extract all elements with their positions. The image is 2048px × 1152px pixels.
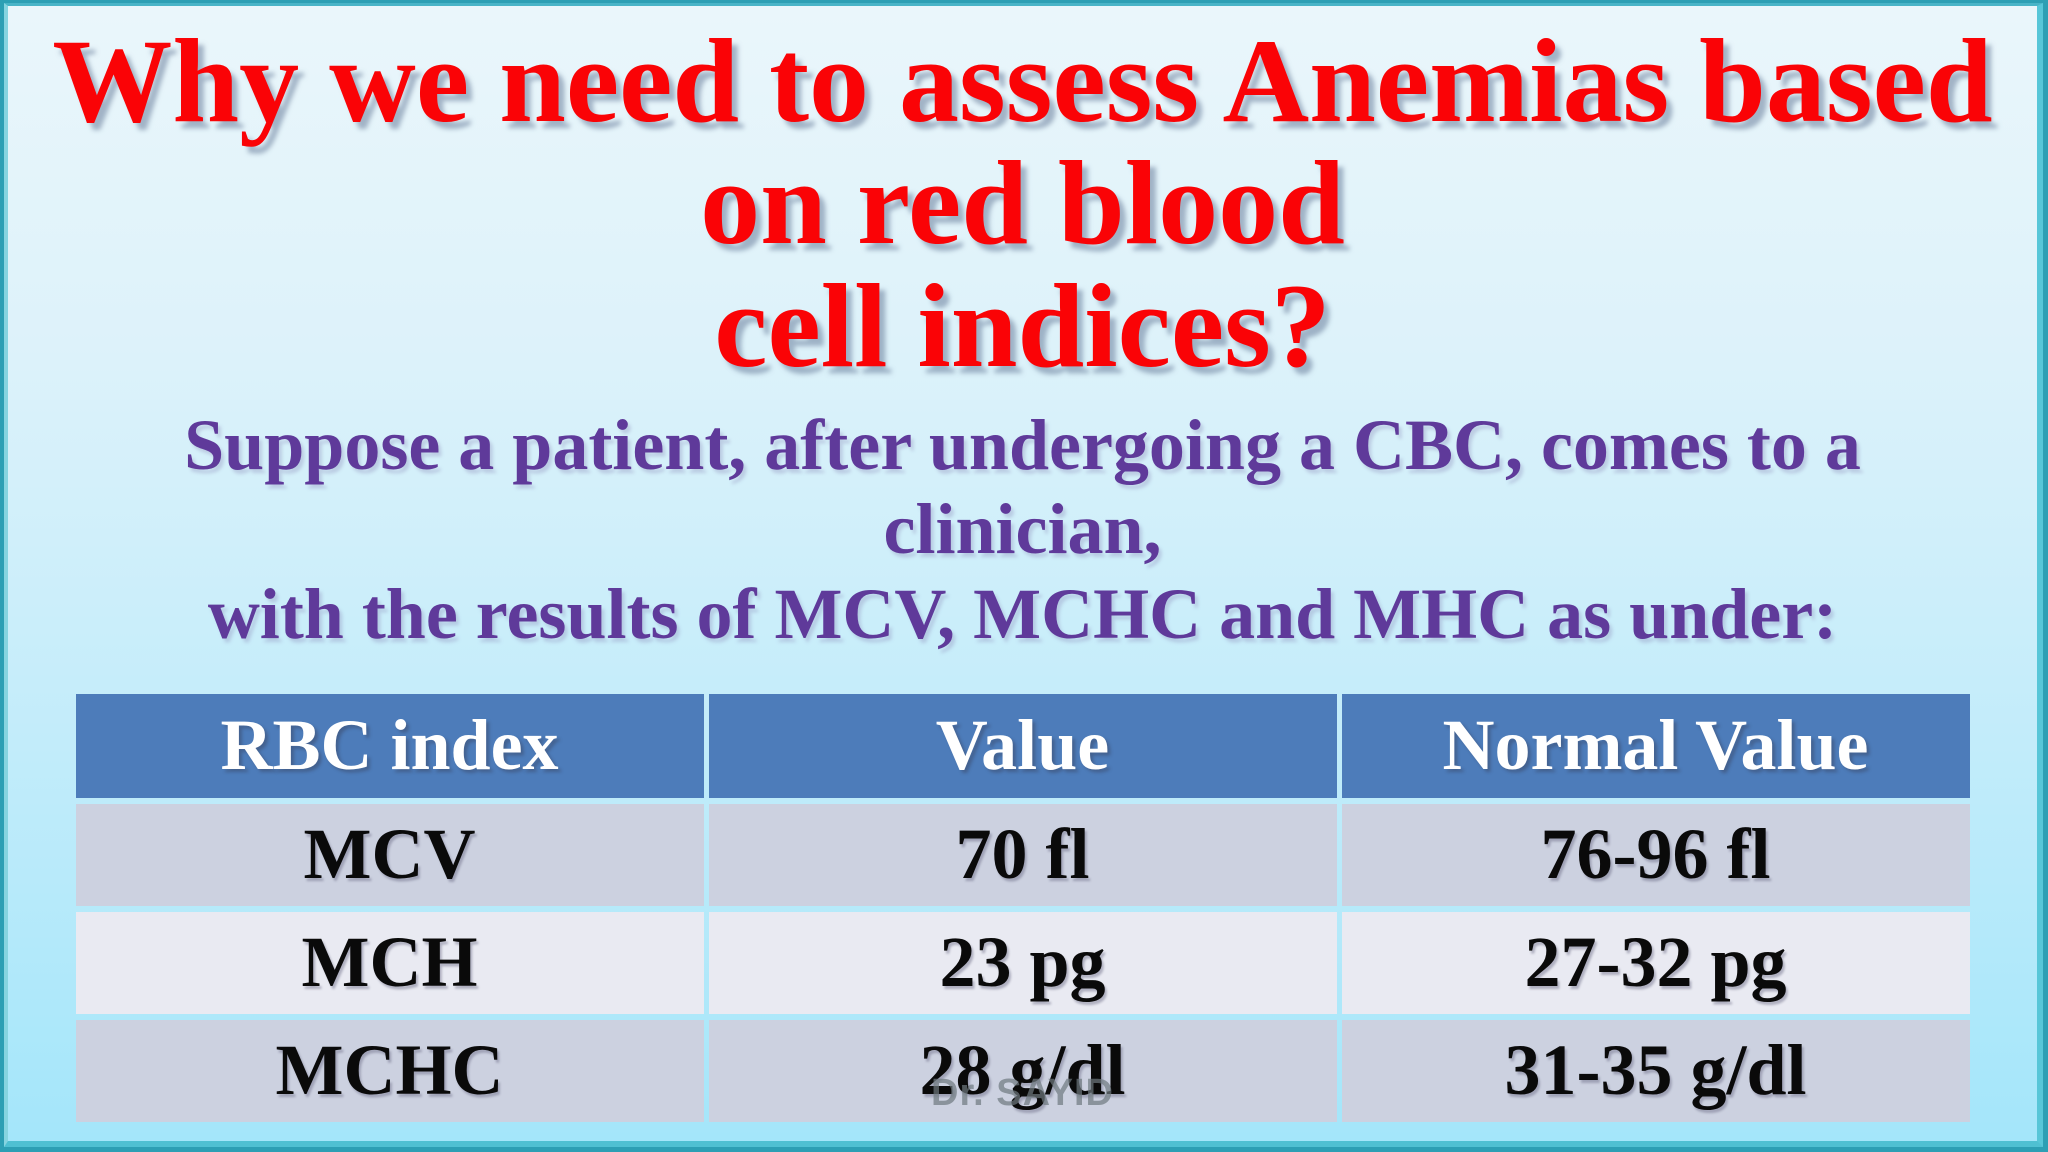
table-cell-normal-value: 76-96 fl <box>1341 803 1970 906</box>
title-line-2: cell indices? <box>714 258 1331 392</box>
table-cell-index: MCH <box>75 911 704 1014</box>
table-header-normal-value: Normal Value <box>1341 693 1970 798</box>
slide: Why we need to assess Anemias based on r… <box>4 3 2043 1147</box>
table-cell-normal-value: 31-35 g/dl <box>1341 1019 1970 1122</box>
subtitle-line-2: with the results of MCV, MCHC and MHC as… <box>207 573 1838 654</box>
subtitle-line-1: Suppose a patient, after undergoing a CB… <box>184 405 1861 570</box>
table-cell-value: 23 pg <box>708 911 1337 1014</box>
slide-title: Why we need to assess Anemias based on r… <box>18 14 2027 392</box>
slide-subtitle: Suppose a patient, after undergoing a CB… <box>38 403 2007 656</box>
table-cell-value: 28 g/dl <box>708 1019 1337 1122</box>
table-header-rbc-index: RBC index <box>75 693 704 798</box>
watermark: Dr. SAYID <box>931 1072 1114 1114</box>
title-line-1: Why we need to assess Anemias based on r… <box>52 14 1993 270</box>
table-cell-index: MCHC <box>75 1019 704 1122</box>
table-cell-normal-value: 27-32 pg <box>1341 911 1970 1014</box>
table-cell-value: 70 fl <box>708 803 1337 906</box>
rbc-indices-table: RBC index Value Normal Value MCV 70 fl 7… <box>71 688 1975 1128</box>
table-row-mchc: MCHC 28 g/dl 31-35 g/dl <box>75 1019 1970 1122</box>
table-row-mch: MCH 23 pg 27-32 pg <box>75 911 1970 1014</box>
table-header-row: RBC index Value Normal Value <box>75 693 1970 798</box>
table-row-mcv: MCV 70 fl 76-96 fl <box>75 803 1970 906</box>
table-cell-index: MCV <box>75 803 704 906</box>
table-header-value: Value <box>708 693 1337 798</box>
